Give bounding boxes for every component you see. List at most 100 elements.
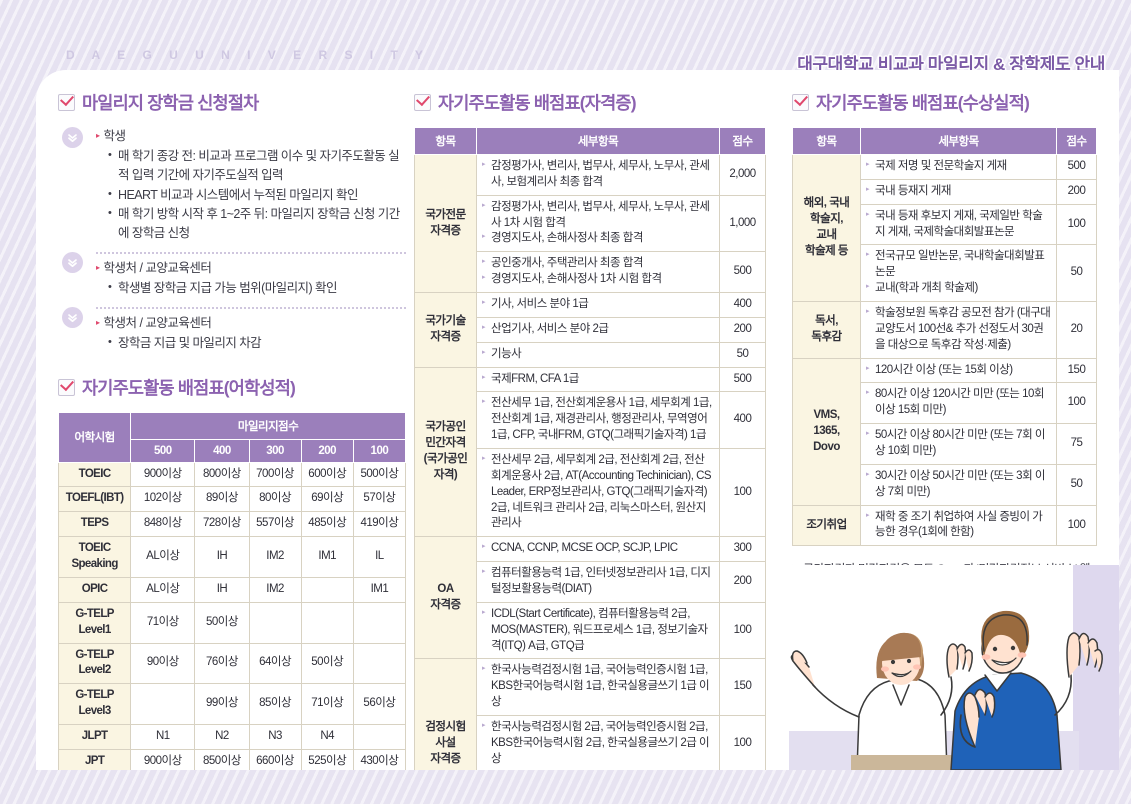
table-row: 검정시험 사설 자격증한국사능력검정시험 1급, 국어능력인증시험 1급, KB… bbox=[414, 658, 766, 770]
detail-line: 컴퓨터활용능력 1급, 인터넷정보관리사 1급, 디지털정보활용능력(DIAT) bbox=[482, 566, 714, 598]
table-row: JLPT N1 N2 N3 N4 bbox=[57, 723, 407, 750]
detail-line: 전산세무 2급, 세무회계 2급, 전산회계 2급, 전산회계운용사 2급, A… bbox=[482, 453, 714, 532]
language-score-cell: N1 bbox=[130, 723, 196, 750]
language-score-cell bbox=[300, 576, 354, 603]
column-right: 자기주도활동 배점표(수상실적) 항목 세부항목 점수 해외, 국내 학술지, … bbox=[792, 70, 1097, 691]
table-row: 전산세무 1급, 전산회계운용사 1급, 세무회계 1급, 전산회계 1급, 재… bbox=[415, 391, 766, 450]
section-heading-language: 자기주도활동 배점표(어학성적) bbox=[58, 375, 406, 400]
table-row: 공인중개사, 주택관리사 최종 합격경영지도사, 손해사정사 1차 시험 합격5… bbox=[415, 251, 766, 294]
table-row: 한국사능력검정시험 2급, 국어능력인증시험 2급, KBS한국어능력시험 2급… bbox=[415, 715, 766, 770]
award-title: 자기주도활동 배점표(수상실적) bbox=[816, 93, 1030, 113]
detail-line: 감정평가사, 변리사, 법무사, 세무사, 노무사, 관세사, 보험계리사 최종… bbox=[482, 159, 714, 191]
detail-cell: 80시간 이상 120시간 미만 (또는 10회 이상 15회 미만) bbox=[860, 382, 1057, 425]
col-category: 항목 bbox=[792, 127, 861, 155]
category-cell: VMS, 1365, Dovo bbox=[792, 357, 861, 506]
table-row: 독서, 독후감학술정보원 독후감 공모전 참가 (대구대 교양도서 100선& … bbox=[792, 301, 1097, 359]
detail-line: 120시간 이상 (또는 15회 이상) bbox=[866, 363, 1051, 379]
table-header-row: 어학시험 마일리지점수 bbox=[57, 411, 406, 463]
score-cell: 20 bbox=[1056, 301, 1097, 359]
detail-cell: 감정평가사, 변리사, 법무사, 세무사, 노무사, 관세사, 보험계리사 최종… bbox=[476, 154, 720, 196]
language-score-cell: 64이상 bbox=[248, 642, 302, 685]
score-cell: 75 bbox=[1056, 423, 1097, 465]
col-detail: 세부항목 bbox=[860, 127, 1057, 155]
score-cell: 200 bbox=[719, 316, 766, 343]
score-cell: 1,000 bbox=[719, 194, 766, 253]
language-score-cell: AL이상 bbox=[130, 536, 196, 578]
procedure-step: 학생처 / 교양교육센터 학생별 장학금 지급 가능 범위(마일리지) 확인 bbox=[62, 251, 406, 298]
language-score-cell bbox=[300, 601, 354, 644]
detail-cell: 공인중개사, 주택관리사 최종 합격경영지도사, 손해사정사 1차 시험 합격 bbox=[476, 251, 720, 294]
category-cell: 국가공인 민간자격 (국가공인 자격) bbox=[414, 366, 477, 538]
score-cell: 150 bbox=[719, 658, 766, 717]
language-score-cell: 56이상 bbox=[352, 683, 407, 725]
check-icon bbox=[414, 94, 431, 111]
score-cell: 400 bbox=[719, 391, 766, 450]
detail-line: 국내 등재지 게재 bbox=[866, 184, 1051, 200]
category-cell: 국가기술 자격증 bbox=[414, 292, 477, 368]
table-row: 80시간 이상 120시간 미만 (또는 10회 이상 15회 미만)100 bbox=[793, 382, 1097, 425]
table-row: G-TELP Level2 90이상 76이상 64이상 50이상 bbox=[57, 642, 407, 685]
score-cell: 300 bbox=[719, 536, 766, 563]
score-cell: 100 bbox=[719, 448, 766, 538]
language-score-cell: 900이상 bbox=[130, 461, 196, 488]
procedure-actor: 학생처 / 교양교육센터 bbox=[96, 259, 406, 277]
procedure-step: 학생 매 학기 종강 전: 비교과 프로그램 이수 및 자기주도활동 실적 입력… bbox=[62, 127, 406, 243]
score-cell: 500 bbox=[1056, 154, 1097, 180]
language-score-cell: N3 bbox=[248, 723, 302, 750]
language-score-cell: 800이상 bbox=[194, 461, 250, 488]
col-score-100: 100 bbox=[352, 438, 407, 463]
table-row: 국가기술 자격증 기사, 서비스 분야 1급 400 bbox=[414, 292, 766, 368]
detail-line: 기능사 bbox=[482, 347, 714, 363]
table-row: 해외, 국내 학술지, 교내 학술제 등 국제 저명 및 전문학술지 게재 500 bbox=[792, 153, 1097, 303]
category-cell: 조기취업 bbox=[792, 504, 861, 547]
language-score-table: 어학시험 마일리지점수 500 400 300 200 100 TOEIC 900… bbox=[57, 411, 407, 770]
table-row: 전산세무 2급, 세무회계 2급, 전산회계 2급, 전산회계운용사 2급, A… bbox=[415, 448, 766, 538]
table-row: 국가전문 자격증감정평가사, 변리사, 법무사, 세무사, 노무사, 관세사, … bbox=[414, 153, 766, 294]
detail-line: 감정평가사, 변리사, 법무사, 세무사, 노무사, 관세사 1차 시험 합격 bbox=[482, 200, 714, 232]
certificate-title: 자기주도활동 배점표(자격증) bbox=[438, 93, 637, 113]
language-score-cell: IM2 bbox=[248, 536, 302, 578]
language-score-cell: 69이상 bbox=[300, 486, 354, 513]
language-score-cell bbox=[352, 601, 407, 644]
language-score-cell: 90이상 bbox=[130, 642, 196, 685]
score-cell: 100 bbox=[1056, 504, 1097, 547]
col-score: 점수 bbox=[719, 127, 766, 155]
language-exam-name: TOEIC Speaking bbox=[57, 536, 132, 578]
detail-line: CCNA, CCNP, MCSE OCP, SCJP, LPIC bbox=[482, 541, 714, 557]
detail-line: 국내 등재 후보지 게재, 국제일반 학술지 게재, 국제학술대회발표논문 bbox=[866, 209, 1051, 241]
score-cell: 500 bbox=[719, 251, 766, 294]
language-score-cell: 525이상 bbox=[300, 748, 354, 770]
language-exam-name: JLPT bbox=[57, 723, 132, 750]
table-row: 국내 등재지 게재 200 bbox=[793, 178, 1097, 205]
detail-cell: 컴퓨터활용능력 1급, 인터넷정보관리사 1급, 디지털정보활용능력(DIAT) bbox=[476, 561, 720, 603]
award-table-body: 해외, 국내 학술지, 교내 학술제 등국제 저명 및 전문학술지 게재500국… bbox=[792, 153, 1097, 547]
language-score-cell: IM1 bbox=[300, 536, 354, 578]
detail-cell: 산업기사, 서비스 분야 2급 bbox=[476, 316, 720, 343]
score-cell: 100 bbox=[1056, 382, 1097, 425]
detail-cell: 국내 등재 후보지 게재, 국제일반 학술지 게재, 국제학술대회발표논문 bbox=[860, 203, 1057, 246]
category-cell: 독서, 독후감 bbox=[792, 301, 861, 359]
col-score-500: 500 bbox=[130, 438, 196, 463]
language-score-cell: 430이상 bbox=[352, 748, 407, 770]
detail-cell: CCNA, CCNP, MCSE OCP, SCJP, LPIC bbox=[476, 536, 720, 563]
table-row: TEPS 848이상 728이상 557이상 485이상 419이상 bbox=[57, 511, 407, 538]
detail-line: ICDL(Start Certificate), 컴퓨터활용능력 2급, MOS… bbox=[482, 607, 714, 655]
section-heading-procedure: 마일리지 장학금 신청절차 bbox=[58, 90, 406, 115]
language-score-cell: N4 bbox=[300, 723, 354, 750]
detail-cell: 120시간 이상 (또는 15회 이상) bbox=[860, 357, 1057, 384]
column-left: 마일리지 장학금 신청절차 학생 매 학기 종강 전: 비교과 프로그램 이수 … bbox=[57, 70, 407, 770]
language-score-cell: 102이상 bbox=[130, 486, 196, 513]
col-score: 점수 bbox=[1056, 127, 1097, 155]
divider bbox=[96, 306, 406, 309]
language-score-cell: 600이상 bbox=[300, 461, 354, 488]
language-score-cell: IL bbox=[352, 536, 407, 578]
table-row: TOEIC Speaking AL이상 IH IM2 IM1 IL bbox=[57, 536, 407, 578]
score-cell: 100 bbox=[719, 715, 766, 770]
detail-cell: 전산세무 1급, 전산회계운용사 1급, 세무회계 1급, 전산회계 1급, 재… bbox=[476, 391, 720, 450]
university-watermark: D A E G U U N I V E R S I T Y bbox=[66, 48, 430, 62]
detail-cell: 재학 중 조기 취업하여 사실 증빙이 가능한 경우(1회에 한함) bbox=[860, 504, 1057, 547]
score-cell: 500 bbox=[719, 366, 766, 393]
detail-line: 경영지도사, 손해사정사 최종 합격 bbox=[482, 231, 714, 247]
section-heading-certificate: 자기주도활동 배점표(자격증) bbox=[414, 90, 766, 115]
language-table-body: TOEIC 900이상 800이상 700이상 600이상 500이상 TOEFL(IBT)… bbox=[57, 461, 407, 770]
